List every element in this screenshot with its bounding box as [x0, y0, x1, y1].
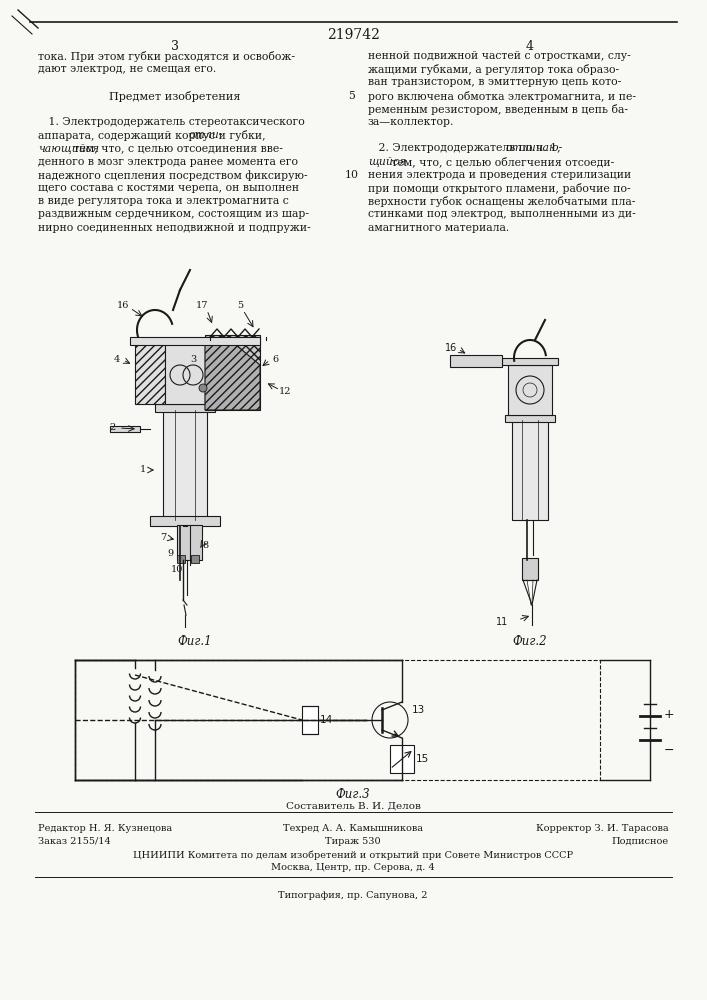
Text: 3: 3 [171, 40, 179, 53]
Text: Составитель В. И. Делов: Составитель В. И. Делов [286, 802, 421, 811]
Text: 5: 5 [349, 91, 356, 101]
Text: стинками под электрод, выполненными из ди-: стинками под электрод, выполненными из д… [368, 209, 636, 219]
Text: 8: 8 [202, 540, 208, 550]
Bar [302, 706, 318, 734]
Text: Тираж 530: Тираж 530 [325, 837, 381, 846]
Text: 4: 4 [526, 40, 534, 53]
Text: Фиг.3: Фиг.3 [336, 788, 370, 801]
Text: 9: 9 [167, 548, 173, 558]
Bar [205, 335, 260, 410]
Text: 2. Электрододержатель по п. 1,: 2. Электрододержатель по п. 1, [368, 143, 564, 153]
Text: 15: 15 [416, 754, 429, 764]
Text: Подписное: Подписное [612, 837, 669, 846]
Text: ЦНИИПИ Комитета по делам изобретений и открытий при Совете Министров СССР: ЦНИИПИ Комитета по делам изобретений и о… [133, 850, 573, 859]
Text: Предмет изобретения: Предмет изобретения [110, 91, 241, 102]
Text: Заказ 2155/14: Заказ 2155/14 [38, 837, 111, 846]
Text: 14: 14 [320, 715, 333, 725]
Text: нирно соединенных неподвижной и подпружи-: нирно соединенных неподвижной и подпружи… [38, 223, 311, 233]
Text: аппарата, содержащий корпус и губки,: аппарата, содержащий корпус и губки, [38, 130, 269, 141]
Text: нения электрода и проведения стерилизации: нения электрода и проведения стерилизаци… [368, 170, 631, 180]
Text: 2: 2 [110, 424, 116, 432]
Text: денного в мозг электрода ранее момента его: денного в мозг электрода ранее момента е… [38, 157, 298, 167]
Text: 6: 6 [272, 356, 278, 364]
Text: ременным резистором, введенным в цепь ба-: ременным резистором, введенным в цепь ба… [368, 104, 628, 115]
Bar [512, 420, 548, 520]
Text: 1. Электрододержатель стереотаксического: 1. Электрододержатель стереотаксического [38, 117, 305, 127]
Text: 10: 10 [345, 170, 359, 180]
Bar [75, 660, 600, 780]
Text: 5: 5 [237, 300, 243, 310]
Text: тем, что, с целью отсоединения вве-: тем, что, с целью отсоединения вве- [71, 143, 284, 153]
Bar [177, 555, 185, 563]
Bar [165, 344, 205, 404]
Circle shape [372, 702, 408, 738]
Text: +: + [664, 708, 674, 722]
Text: раздвижным сердечником, состоящим из шар-: раздвижным сердечником, состоящим из шар… [38, 209, 309, 219]
Bar [177, 525, 202, 560]
Bar [502, 358, 558, 365]
Text: Редактор Н. Я. Кузнецова: Редактор Н. Я. Кузнецова [38, 824, 172, 833]
Text: ненной подвижной частей с отростками, слу-: ненной подвижной частей с отростками, сл… [368, 51, 631, 61]
Text: при помощи открытого пламени, рабочие по-: при помощи открытого пламени, рабочие по… [368, 183, 631, 194]
Bar [110, 426, 140, 432]
Bar [135, 344, 165, 404]
Text: 1: 1 [140, 466, 146, 475]
Text: 16: 16 [117, 300, 129, 310]
Text: Типография, пр. Сапунова, 2: Типография, пр. Сапунова, 2 [279, 891, 428, 900]
Bar [191, 555, 199, 563]
Bar [163, 410, 207, 520]
Text: 13: 13 [412, 705, 425, 715]
Bar [450, 355, 502, 367]
Bar [390, 745, 414, 773]
Text: 17: 17 [196, 300, 209, 310]
Text: Корректор З. И. Тарасова: Корректор З. И. Тарасова [537, 824, 669, 833]
Text: 7: 7 [160, 534, 166, 542]
Text: 4: 4 [114, 356, 120, 364]
Text: рого включена обмотка электромагнита, и пе-: рого включена обмотка электромагнита, и … [368, 91, 636, 102]
Text: чающийся: чающийся [38, 143, 99, 154]
Circle shape [199, 384, 207, 392]
Text: в виде регулятора тока и электромагнита с: в виде регулятора тока и электромагнита … [38, 196, 288, 206]
Bar [508, 365, 552, 415]
Text: −: − [664, 744, 674, 756]
Bar [155, 404, 215, 412]
Text: отли-: отли- [188, 130, 223, 140]
Text: щийся: щийся [368, 157, 407, 167]
Text: 16: 16 [445, 343, 457, 353]
Text: тем, что, с целью облегчения отсоеди-: тем, что, с целью облегчения отсоеди- [388, 157, 614, 167]
Bar [522, 558, 538, 580]
Text: 10: 10 [171, 566, 183, 574]
Text: Техред А. А. Камышникова: Техред А. А. Камышникова [283, 824, 423, 833]
Bar [505, 415, 555, 422]
Bar [150, 516, 220, 526]
Text: верхности губок оснащены желобчатыми пла-: верхности губок оснащены желобчатыми пла… [368, 196, 636, 207]
Polygon shape [205, 340, 260, 410]
Text: ван транзистором, в эмиттерную цепь кото-: ван транзистором, в эмиттерную цепь кото… [368, 77, 621, 87]
Text: за—коллектор.: за—коллектор. [368, 117, 455, 127]
Text: тока. При этом губки расходятся и освобож-: тока. При этом губки расходятся и освобо… [38, 51, 295, 62]
Text: Фиг.2: Фиг.2 [513, 635, 547, 648]
Text: 219742: 219742 [327, 28, 380, 42]
Bar [130, 337, 260, 345]
Text: амагнитного материала.: амагнитного материала. [368, 223, 509, 233]
Text: дают электрод, не смещая его.: дают электрод, не смещая его. [38, 64, 216, 74]
Text: 11: 11 [496, 617, 508, 627]
Text: жащими губками, а регулятор тока образо-: жащими губками, а регулятор тока образо- [368, 64, 619, 75]
Text: надежного сцепления посредством фиксирую-: надежного сцепления посредством фиксирую… [38, 170, 308, 181]
Text: Москва, Центр, пр. Серова, д. 4: Москва, Центр, пр. Серова, д. 4 [271, 863, 435, 872]
Text: 12: 12 [279, 387, 291, 396]
Text: щего состава с костями черепа, он выполнен: щего состава с костями черепа, он выполн… [38, 183, 299, 193]
Text: Фиг.1: Фиг.1 [177, 635, 212, 648]
Text: 3: 3 [190, 356, 196, 364]
Text: отличаю-: отличаю- [506, 143, 563, 153]
